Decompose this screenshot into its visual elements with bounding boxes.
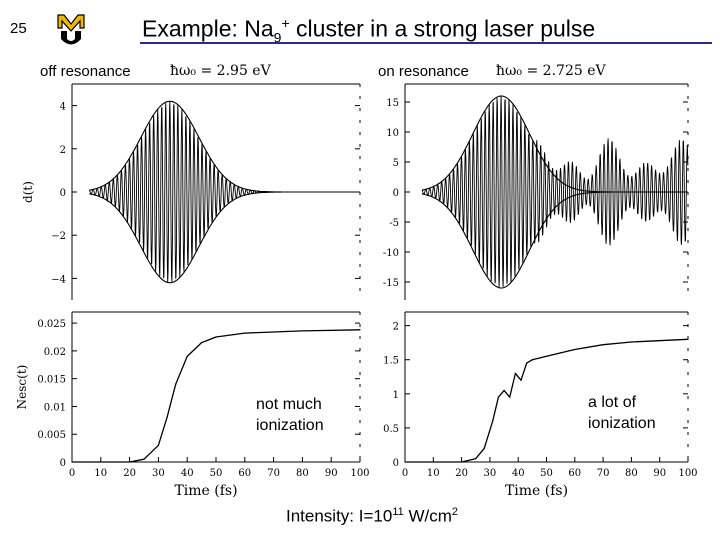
nesc-off-xtick-label: 30 xyxy=(152,468,165,479)
intensity-footer: Intensity: I=1011 W/cm2 xyxy=(286,506,459,526)
nesc-off-ytick-label: 0.025 xyxy=(37,319,66,330)
dipole-off-ytick-label: 0 xyxy=(60,188,66,199)
university-logo-icon xyxy=(56,12,86,46)
nesc-on-data-point xyxy=(560,352,562,354)
nesc-on-data-point xyxy=(497,396,499,398)
nesc-off-series-line xyxy=(72,329,361,463)
nesc-on-ytick-label: 0 xyxy=(393,458,399,469)
nesc-on-xlabel: Time (fs) xyxy=(505,483,568,499)
nesc-on-data-point xyxy=(503,389,505,391)
nesc-on-data-point xyxy=(514,372,517,374)
dipole-off-ytick-label: 2 xyxy=(60,145,66,156)
nesc-on-data-point xyxy=(483,447,485,449)
nesc-on-xtick-label: 20 xyxy=(455,468,468,479)
dipole-on-ytick-label: 0 xyxy=(393,188,399,199)
dipole-on-ytick-label: -10 xyxy=(383,248,399,259)
nesc-off-ytick-label: 0.005 xyxy=(37,430,66,441)
on-resonance-annotation: a lot of ionization xyxy=(588,392,656,434)
nesc-off-xtick-label: 40 xyxy=(181,468,194,479)
nesc-on-xtick-label: 100 xyxy=(678,468,697,479)
dipole-on-ytick-label: 5 xyxy=(393,158,399,169)
nesc-off-ytick-label: 0 xyxy=(60,458,66,469)
nesc-on-data-point xyxy=(404,461,406,463)
dipole-on-ytick-label: -15 xyxy=(383,278,399,289)
nesc-on-data-point xyxy=(545,355,548,357)
nesc-on-data-point xyxy=(531,359,534,361)
nesc-on-data-point xyxy=(475,458,477,460)
nesc-on-xtick-label: 40 xyxy=(512,468,525,479)
on-resonance-frequency: ħω₀ = 2.725 eV xyxy=(496,63,606,79)
nesc-off-data-point xyxy=(359,329,361,331)
nesc-on-data-point xyxy=(526,362,528,364)
dipole-on-envelope-lower xyxy=(421,191,688,289)
dipole-on-oscillation-line xyxy=(421,96,689,288)
nesc-off-data-point xyxy=(215,336,217,338)
nesc-on-data-point xyxy=(574,348,576,351)
nesc-off-data-point xyxy=(71,461,73,463)
nesc-on-data-point xyxy=(492,420,494,422)
nesc-on-xtick-label: 60 xyxy=(568,468,581,479)
nesc-off-data-point xyxy=(301,330,303,332)
on-resonance-label: on resonance xyxy=(378,63,469,80)
slide-title: Example: Na9+ cluster in a strong laser … xyxy=(142,15,596,46)
nesc-on-ytick-label: 1.5 xyxy=(383,356,399,367)
dipole-on-ytick-label: 10 xyxy=(386,128,399,139)
nesc-on-data-point xyxy=(520,379,522,381)
nesc-off-data-point xyxy=(129,461,131,463)
nesc-off-data-point xyxy=(157,444,159,446)
nesc-off-ytick-label: 0.02 xyxy=(44,347,66,358)
nesc-off-xlabel: Time (fs) xyxy=(174,483,237,499)
off-resonance-frequency: ħω₀ = 2.95 eV xyxy=(170,63,271,79)
nesc-off-data-point xyxy=(186,355,188,357)
nesc-off-ylabel: Nesc(t) xyxy=(15,365,29,410)
nesc-on-xtick-label: 0 xyxy=(402,468,408,479)
dipole-off-envelope-lower xyxy=(89,191,360,284)
dipole-on-ytick-label: -5 xyxy=(389,218,399,229)
nesc-on-xtick-label: 50 xyxy=(540,468,553,479)
nesc-on-xtick-label: 80 xyxy=(625,468,638,479)
nesc-off-xtick-label: 80 xyxy=(296,468,309,479)
dipole-off-ytick-label: −4 xyxy=(51,274,66,285)
dipole-off-ylabel: d(t) xyxy=(21,181,35,203)
nesc-off-data-point xyxy=(175,383,177,385)
nesc-on-ytick-label: 1 xyxy=(393,390,399,401)
nesc-off-ytick-label: 0.015 xyxy=(37,375,66,386)
nesc-on-xtick-label: 10 xyxy=(427,468,440,479)
nesc-off-xtick-label: 50 xyxy=(210,468,223,479)
nesc-on-data-point xyxy=(461,461,463,463)
nesc-on-ytick-label: 2 xyxy=(393,322,399,333)
off-resonance-label: off resonance xyxy=(40,63,131,80)
nesc-off-data-point xyxy=(143,458,145,460)
nesc-off-xtick-label: 10 xyxy=(94,468,107,479)
nesc-off-xtick-label: 90 xyxy=(325,468,338,479)
dipole-off-ytick-label: −2 xyxy=(51,231,66,242)
nesc-on-ytick-label: 0.5 xyxy=(383,424,399,435)
nesc-on-xtick-label: 90 xyxy=(653,468,666,479)
title-underline xyxy=(140,42,712,44)
nesc-off-xtick-label: 20 xyxy=(123,468,136,479)
nesc-off-xtick-label: 70 xyxy=(267,468,280,479)
nesc-on-series-line xyxy=(405,338,689,463)
dipole-off-ytick-label: 4 xyxy=(60,102,66,113)
slide-number: 25 xyxy=(10,20,27,37)
nesc-on-xtick-label: 70 xyxy=(597,468,610,479)
nesc-off-data-point xyxy=(166,417,168,419)
nesc-on-xtick-label: 30 xyxy=(484,468,497,479)
nesc-off-xtick-label: 0 xyxy=(69,468,75,479)
nesc-on-data-point xyxy=(687,338,689,340)
nesc-on-data-point xyxy=(509,396,511,398)
nesc-off-xtick-label: 60 xyxy=(238,468,251,479)
off-resonance-annotation: not much ionization xyxy=(256,394,324,436)
nesc-off-data-point xyxy=(244,332,246,334)
dipole-on-ytick-label: 15 xyxy=(386,98,399,109)
nesc-off-ytick-label: 0.01 xyxy=(44,402,66,413)
nesc-off-xtick-label: 100 xyxy=(350,468,369,479)
nesc-off-data-point xyxy=(201,342,203,344)
nesc-on-data-point xyxy=(602,344,604,346)
nesc-on-data-point xyxy=(630,341,633,343)
